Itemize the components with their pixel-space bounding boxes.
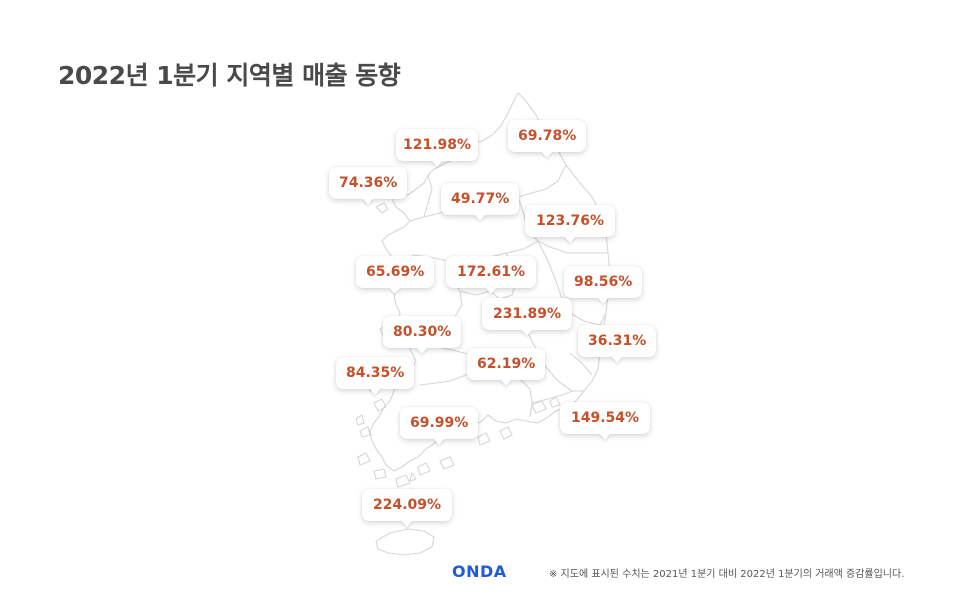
island — [417, 462, 431, 476]
footnote: ※ 지도에 표시된 수치는 2021년 1분기 대비 2022년 1분기의 거래… — [549, 569, 905, 580]
region-value-label: 62.19% — [467, 348, 545, 380]
island — [373, 398, 387, 412]
region-value-label: 231.89% — [482, 298, 572, 330]
boundary-line — [531, 390, 573, 404]
island — [409, 472, 417, 482]
island — [477, 432, 491, 446]
island — [373, 468, 387, 480]
region-value-label: 98.56% — [564, 266, 642, 298]
boundary-line — [569, 352, 593, 376]
region-value-label: 149.54% — [560, 402, 650, 434]
region-value-label: 74.36% — [329, 167, 407, 199]
region-value-label: 121.98% — [396, 129, 478, 161]
region-value-label: 84.35% — [336, 357, 414, 389]
region-value-label: 69.99% — [400, 407, 478, 439]
island — [357, 452, 371, 466]
island — [359, 426, 371, 438]
region-value-label: 49.77% — [441, 183, 519, 215]
region-value-label: 65.69% — [356, 256, 434, 288]
island — [439, 456, 455, 470]
region-value-label: 80.30% — [383, 316, 461, 348]
page-title: 2022년 1분기 지역별 매출 동향 — [58, 61, 401, 90]
island — [395, 474, 411, 488]
island — [499, 426, 513, 440]
region-value-label: 36.31% — [578, 325, 656, 357]
onda-logo: ONDA — [452, 562, 507, 581]
island — [375, 202, 389, 214]
region-value-label: 224.09% — [362, 489, 452, 521]
island — [531, 400, 547, 414]
region-value-label: 69.78% — [508, 120, 586, 152]
boundary-line — [423, 174, 433, 218]
island — [355, 414, 365, 426]
region-value-label: 123.76% — [525, 205, 615, 237]
jeju-island — [375, 528, 435, 556]
region-value-label: 172.61% — [446, 256, 536, 288]
